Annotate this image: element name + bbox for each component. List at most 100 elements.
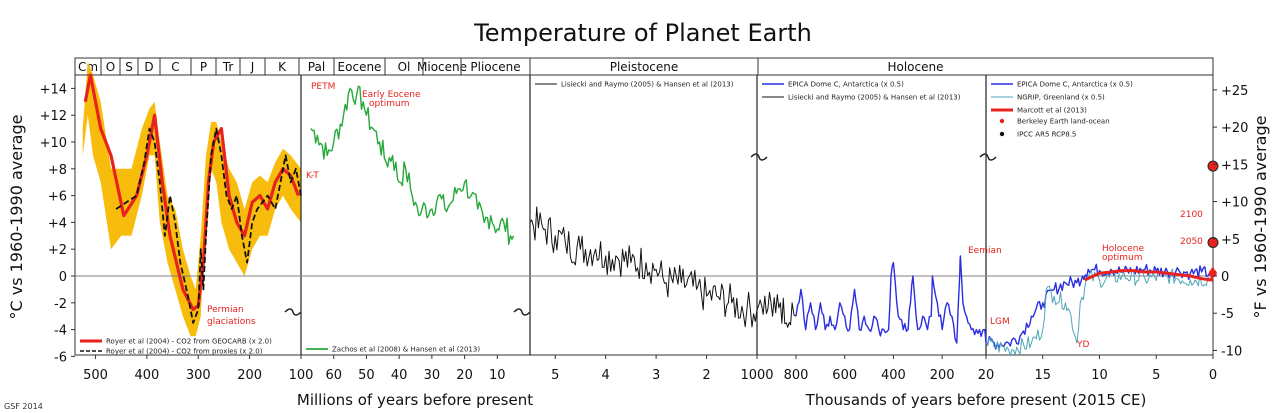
y-tick-label-f: 0 xyxy=(1221,270,1229,285)
y-axis-label-fahrenheit: °F vs 1960-1990 average xyxy=(1251,116,1270,319)
legend-ngrip-label: NGRIP, Greenland (x 0.5) xyxy=(1017,94,1105,102)
proxy-uncertainty-band xyxy=(82,61,301,337)
legends: Royer et al (2004) - CO2 from GEOCARB (x… xyxy=(80,81,1133,356)
x-tick-label: 100 xyxy=(289,368,314,383)
panel-frames xyxy=(74,74,1214,356)
y-tick-label-f: +25 xyxy=(1221,84,1248,99)
legend-berkeley-swatch xyxy=(999,118,1005,124)
series-line-8 xyxy=(1084,269,1211,282)
annotation-kt: K-T xyxy=(306,171,319,181)
y-tick-label-c: +2 xyxy=(48,243,67,258)
annotation-holocene-2: optimum xyxy=(1102,253,1143,263)
era-label: P xyxy=(200,60,207,74)
y-tick-label-c: +14 xyxy=(40,82,67,97)
credit-text: GSF 2014 xyxy=(4,402,43,411)
legend-epica-label: EPICA Dome C, Antarctica (x 0.5) xyxy=(788,81,904,89)
legend-marcott-label: Marcott et al (2013) xyxy=(1017,107,1087,115)
x-tick-label: 1000 xyxy=(740,368,773,383)
y-tick-label-f: -5 xyxy=(1221,307,1234,322)
series-line-5 xyxy=(756,291,797,328)
y-axis-label-celsius: °C vs 1960-1990 average xyxy=(7,115,26,320)
axis-break-mark xyxy=(284,308,302,316)
x-tick-label: 400 xyxy=(134,368,159,383)
annotation-eemian: Eemian xyxy=(968,246,1002,256)
x-tick-label: 600 xyxy=(832,368,857,383)
x-tick-label: 40 xyxy=(391,368,408,383)
x-tick-label: 30 xyxy=(424,368,441,383)
era-label: C xyxy=(171,60,179,74)
y-tick-label-c: +10 xyxy=(40,136,67,151)
x-tick-label: 10 xyxy=(1091,368,1108,383)
legend-ipcc-swatch xyxy=(999,131,1005,137)
projection-point xyxy=(1207,237,1219,248)
y-tick-label-c: +8 xyxy=(48,163,67,178)
x-tick-label: 400 xyxy=(881,368,906,383)
annotation-early-eocene: Early Eocene xyxy=(362,90,421,100)
annotation-permian: Permian xyxy=(207,305,244,315)
y-tick-label-c: -2 xyxy=(54,297,67,312)
legend-proxies-label: Royer et al (2004) - CO2 from proxies (x… xyxy=(106,348,263,356)
legend-zachos-label: Zachos et al (2008) & Hansen et al (2013… xyxy=(332,346,480,354)
era-label: Eocene xyxy=(338,60,382,74)
annotation-yd: YD xyxy=(1076,340,1089,350)
x-tick-label: 3 xyxy=(652,368,660,383)
era-label: Pliocene xyxy=(470,60,520,74)
y-tick-label-c: -6 xyxy=(54,350,67,365)
plot-frame xyxy=(74,74,1214,356)
legend-geocarb-label: Royer et al (2004) - CO2 from GEOCARB (x… xyxy=(106,338,272,346)
x-tick-label: 20 xyxy=(978,368,995,383)
x-tick-label: 10 xyxy=(489,368,506,383)
y-tick-label-f: +5 xyxy=(1221,233,1240,248)
y-tick-label-f: +15 xyxy=(1221,158,1248,173)
legend-lisiecki-label: Lisiecki and Raymo (2005) & Hansen et al… xyxy=(561,81,734,89)
annotation-permian-2: glaciations xyxy=(207,317,256,327)
era-label: S xyxy=(125,60,133,74)
x-tick-label: 60 xyxy=(325,368,342,383)
series-line-0 xyxy=(83,73,300,312)
x-tick-label: 200 xyxy=(930,368,955,383)
annotation-petm: PETM xyxy=(311,82,335,92)
y-tick-label-f: +10 xyxy=(1221,196,1248,211)
x-tick-label: 4 xyxy=(602,368,610,383)
x-axis-label-thousands: Thousands of years before present (2015 … xyxy=(805,391,1147,409)
era-label: K xyxy=(278,60,287,74)
y-tick-label-c: 0 xyxy=(59,270,67,285)
era-label: D xyxy=(144,60,153,74)
proxy-band-area xyxy=(82,61,301,337)
annotation-lgm: LGM xyxy=(990,317,1010,327)
era-label: Pal xyxy=(308,60,325,74)
legend-epica-2-label: EPICA Dome C, Antarctica (x 0.5) xyxy=(1017,81,1133,89)
legend-berkeley-label: Berkeley Earth land-ocean xyxy=(1017,118,1110,126)
series-line-3 xyxy=(529,206,758,328)
era-label: Holocene xyxy=(887,60,943,74)
y-tick-label-c: +4 xyxy=(48,216,67,231)
x-tick-label: 500 xyxy=(83,368,108,383)
points-layer xyxy=(1207,160,1219,278)
x-axis-label-millions: Millions of years before present xyxy=(297,391,533,409)
legend-ipcc-label: IPCC AR5 RCP8.5 xyxy=(1017,131,1076,139)
series-line-2 xyxy=(310,85,515,245)
y-tick-label-c: +12 xyxy=(40,109,67,124)
x-tick-label: 5 xyxy=(1152,368,1160,383)
era-label: Ol xyxy=(398,60,411,74)
x-tick-label: 15 xyxy=(1034,368,1051,383)
era-label: Miocene xyxy=(417,60,467,74)
series-line-7 xyxy=(985,268,1210,357)
x-tick-label: 50 xyxy=(358,368,375,383)
axis-break-mark xyxy=(979,153,997,161)
projection-point xyxy=(1207,160,1219,172)
annotation-early-eocene-2: optimum xyxy=(369,99,410,109)
x-tick-label: 800 xyxy=(784,368,809,383)
x-tick-label: 20 xyxy=(456,368,473,383)
left-axis-ticks: +14 +12 +10 +8 +6 +4 +2 0 -2 -4 -6 xyxy=(40,82,75,365)
era-bar: CmOSDCPTrJKPalEoceneOlMiocenePliocenePle… xyxy=(74,57,1214,76)
chart-title: Temperature of Planet Earth xyxy=(473,19,812,47)
axis-break-mark xyxy=(750,153,768,161)
era-label: J xyxy=(250,60,255,74)
annotation-2050: 2050 xyxy=(1180,237,1203,247)
x-axis-ticks: 500 400 300 200 100 60 50 40 30 20 10 5 4 3 2 1000 800 60… xyxy=(83,355,1217,383)
x-tick-label: 2 xyxy=(702,368,710,383)
x-tick-label: 5 xyxy=(551,368,559,383)
